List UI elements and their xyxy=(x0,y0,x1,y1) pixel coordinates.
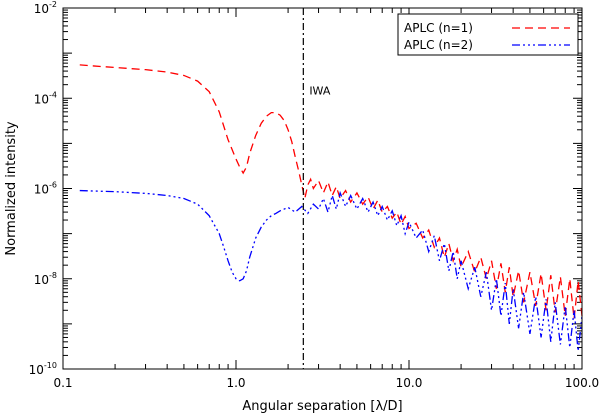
y-tick-label-exp: -6 xyxy=(49,181,57,190)
legend: APLC (n=1) APLC (n=2) xyxy=(397,13,579,56)
y-tick-label: 10-6 xyxy=(34,181,57,197)
legend-label-aplc-n1: APLC (n=1) xyxy=(404,21,473,35)
y-tick-label-exp: -10 xyxy=(44,361,57,370)
y-tick-label-exp: -4 xyxy=(49,90,57,99)
x-tick-label: 100.0 xyxy=(565,376,599,390)
y-tick-label-base: 10 xyxy=(34,92,49,106)
y-tick-label: 10-2 xyxy=(34,0,57,16)
series-line-aplc-n2 xyxy=(79,189,583,352)
y-tick-label-base: 10 xyxy=(29,363,44,377)
y-tick-label-base: 10 xyxy=(34,183,49,197)
ticks xyxy=(62,8,582,370)
plot-frame xyxy=(62,7,583,370)
x-tick-label: 10.0 xyxy=(396,376,423,390)
y-tick-label-base: 10 xyxy=(34,2,49,16)
annotation-layer: IWA xyxy=(302,8,331,369)
y-tick-label: 10-10 xyxy=(29,361,57,377)
x-tick-label: 1.0 xyxy=(226,376,245,390)
iwa-label: IWA xyxy=(309,85,331,98)
y-tick-label-base: 10 xyxy=(34,273,49,287)
y-tick-label-exp: -2 xyxy=(49,0,57,9)
y-tick-label: 10-8 xyxy=(34,271,57,287)
legend-label-aplc-n2: APLC (n=2) xyxy=(404,38,473,52)
y-tick-label: 10-4 xyxy=(34,90,57,106)
legend-box xyxy=(397,13,579,56)
y-tick-label-exp: -8 xyxy=(49,271,57,280)
series-layer xyxy=(79,64,583,352)
x-axis-label: Angular separation [λ/D] xyxy=(242,399,402,414)
y-axis-label: Normalized intensity xyxy=(4,121,19,256)
x-tick-label: 0.1 xyxy=(53,376,72,390)
